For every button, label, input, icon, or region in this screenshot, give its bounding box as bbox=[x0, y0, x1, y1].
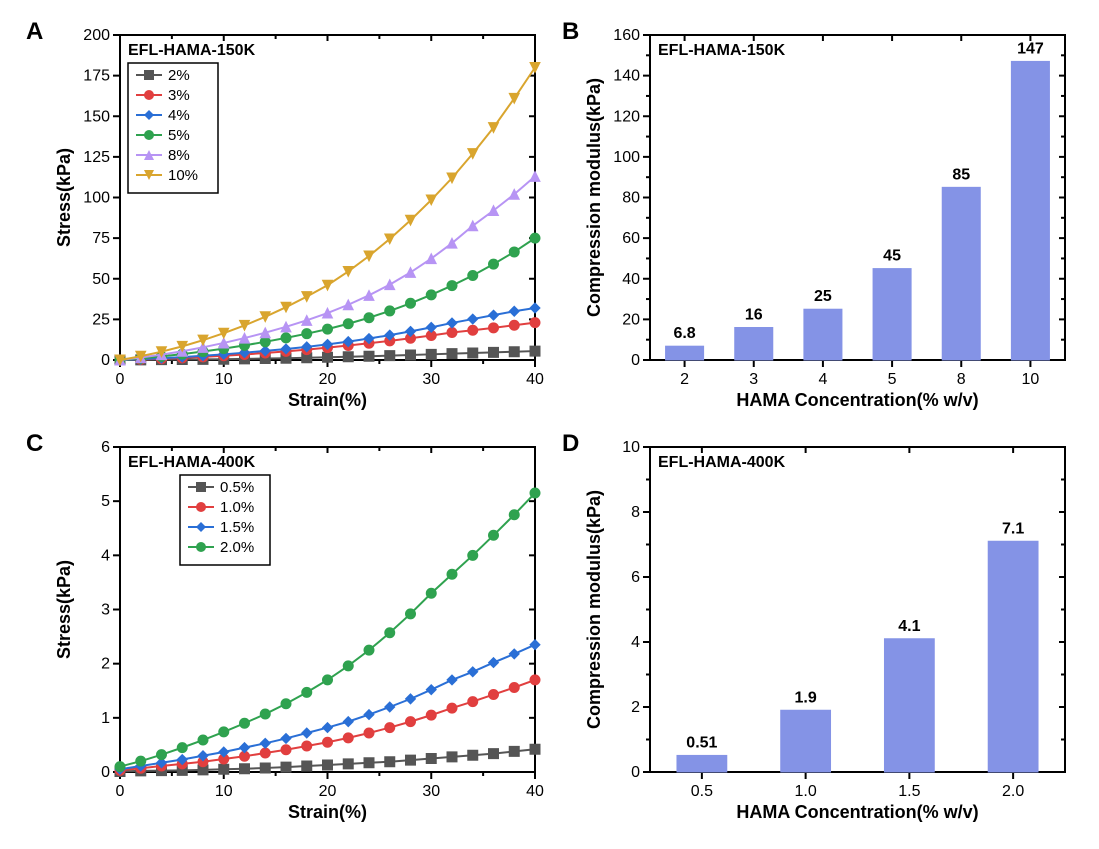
svg-text:3: 3 bbox=[749, 371, 758, 388]
svg-text:Stress(kPa): Stress(kPa) bbox=[54, 148, 74, 247]
svg-text:1: 1 bbox=[101, 710, 110, 727]
svg-text:0: 0 bbox=[631, 352, 640, 369]
svg-text:175: 175 bbox=[83, 68, 110, 85]
svg-text:2.0%: 2.0% bbox=[220, 539, 254, 556]
chart-B-svg: 02040608010012014016023458106.8162545851… bbox=[580, 20, 1080, 420]
svg-text:EFL-HAMA-150K: EFL-HAMA-150K bbox=[128, 42, 256, 59]
svg-text:2%: 2% bbox=[168, 67, 190, 84]
svg-text:75: 75 bbox=[92, 230, 110, 247]
svg-text:10%: 10% bbox=[168, 167, 198, 184]
chart-A-svg: 0 10 20 30 40 0 25 50 75 100 125 150 175 200 Strain(%)… bbox=[50, 20, 550, 420]
svg-text:EFL-HAMA-150K: EFL-HAMA-150K bbox=[658, 42, 786, 59]
panel-B: 02040608010012014016023458106.8162545851… bbox=[580, 20, 1080, 420]
svg-text:60: 60 bbox=[622, 230, 640, 247]
chart-D-svg: 0 2 4 6 8 10 0.5 1.0 1.5 2.0 0.51 1.9 4.1 7.1 HAMA Con… bbox=[580, 432, 1080, 832]
svg-text:0.5%: 0.5% bbox=[220, 479, 254, 496]
svg-text:120: 120 bbox=[613, 108, 640, 125]
svg-text:0: 0 bbox=[116, 783, 125, 800]
svg-text:20: 20 bbox=[622, 311, 640, 328]
svg-text:8%: 8% bbox=[168, 147, 190, 164]
svg-text:40: 40 bbox=[622, 271, 640, 288]
svg-text:25: 25 bbox=[92, 311, 110, 328]
svg-text:Compression modulus(kPa): Compression modulus(kPa) bbox=[584, 78, 604, 317]
svg-text:Strain(%): Strain(%) bbox=[288, 802, 367, 822]
svg-text:0: 0 bbox=[101, 764, 110, 781]
svg-text:5: 5 bbox=[101, 493, 110, 510]
svg-text:Compression modulus(kPa): Compression modulus(kPa) bbox=[584, 490, 604, 729]
svg-text:80: 80 bbox=[622, 190, 640, 207]
svg-text:40: 40 bbox=[526, 783, 544, 800]
figure-root: A 0102030400255075100125150175200Strain(… bbox=[0, 0, 1099, 849]
svg-text:10: 10 bbox=[1022, 371, 1040, 388]
svg-text:20: 20 bbox=[319, 783, 337, 800]
svg-text:50: 50 bbox=[92, 271, 110, 288]
panel-A: 0 10 20 30 40 0 25 50 75 100 125 150 175 200 Strain(%)… bbox=[50, 20, 550, 420]
svg-text:6: 6 bbox=[631, 569, 640, 586]
svg-text:20: 20 bbox=[319, 371, 337, 388]
panel-label-D: D bbox=[562, 430, 579, 458]
chart-C-svg: 0 10 20 30 40 0 1 2 3 4 5 6 Strain(%) Stress(kPa) EFL-… bbox=[50, 432, 550, 832]
svg-text:160: 160 bbox=[613, 27, 640, 44]
svg-text:85: 85 bbox=[952, 166, 970, 183]
svg-text:0.5: 0.5 bbox=[691, 783, 713, 800]
svg-text:6.8: 6.8 bbox=[673, 325, 695, 342]
svg-text:7.1: 7.1 bbox=[1002, 520, 1024, 537]
svg-text:4: 4 bbox=[631, 634, 640, 651]
panel-label-C: C bbox=[26, 430, 43, 458]
svg-text:4.1: 4.1 bbox=[898, 618, 920, 635]
svg-text:HAMA Concentration(% w/v): HAMA Concentration(% w/v) bbox=[736, 390, 978, 410]
svg-text:4: 4 bbox=[101, 547, 110, 564]
svg-text:25: 25 bbox=[814, 288, 832, 305]
svg-text:2: 2 bbox=[631, 699, 640, 716]
svg-text:10: 10 bbox=[215, 783, 233, 800]
svg-text:140: 140 bbox=[613, 68, 640, 85]
panel-label-A: A bbox=[26, 18, 43, 46]
svg-text:150: 150 bbox=[83, 108, 110, 125]
svg-text:Strain(%): Strain(%) bbox=[288, 390, 367, 410]
svg-text:5%: 5% bbox=[168, 127, 190, 144]
svg-text:40: 40 bbox=[526, 371, 544, 388]
svg-text:2.0: 2.0 bbox=[1002, 783, 1024, 800]
svg-text:1.9: 1.9 bbox=[795, 689, 817, 706]
panel-label-B: B bbox=[562, 18, 579, 46]
svg-text:3: 3 bbox=[101, 602, 110, 619]
svg-text:HAMA Concentration(% w/v): HAMA Concentration(% w/v) bbox=[736, 802, 978, 822]
svg-text:2: 2 bbox=[680, 371, 689, 388]
svg-text:2: 2 bbox=[101, 656, 110, 673]
svg-text:30: 30 bbox=[422, 371, 440, 388]
svg-text:0: 0 bbox=[116, 371, 125, 388]
svg-text:1.0: 1.0 bbox=[795, 783, 817, 800]
svg-text:10: 10 bbox=[622, 439, 640, 456]
svg-text:100: 100 bbox=[83, 190, 110, 207]
svg-text:4%: 4% bbox=[168, 107, 190, 124]
svg-text:EFL-HAMA-400K: EFL-HAMA-400K bbox=[128, 454, 256, 471]
svg-text:100: 100 bbox=[613, 149, 640, 166]
svg-text:0.51: 0.51 bbox=[686, 734, 717, 751]
svg-text:EFL-HAMA-400K: EFL-HAMA-400K bbox=[658, 454, 786, 471]
svg-text:8: 8 bbox=[631, 504, 640, 521]
svg-text:10: 10 bbox=[215, 371, 233, 388]
svg-text:6: 6 bbox=[101, 439, 110, 456]
svg-text:147: 147 bbox=[1017, 40, 1044, 57]
svg-text:0: 0 bbox=[101, 352, 110, 369]
svg-text:3%: 3% bbox=[168, 87, 190, 104]
svg-text:1.5%: 1.5% bbox=[220, 519, 254, 536]
svg-text:Stress(kPa): Stress(kPa) bbox=[54, 560, 74, 659]
svg-text:4: 4 bbox=[818, 371, 827, 388]
svg-text:8: 8 bbox=[957, 371, 966, 388]
svg-text:45: 45 bbox=[883, 248, 901, 265]
svg-text:125: 125 bbox=[83, 149, 110, 166]
svg-text:1.0%: 1.0% bbox=[220, 499, 254, 516]
svg-text:16: 16 bbox=[745, 307, 763, 324]
svg-text:200: 200 bbox=[83, 27, 110, 44]
svg-text:30: 30 bbox=[422, 783, 440, 800]
panel-D: 0 2 4 6 8 10 0.5 1.0 1.5 2.0 0.51 1.9 4.1 7.1 HAMA Con… bbox=[580, 432, 1080, 832]
svg-text:5: 5 bbox=[888, 371, 897, 388]
svg-text:1.5: 1.5 bbox=[898, 783, 920, 800]
panel-C: 0 10 20 30 40 0 1 2 3 4 5 6 Strain(%) Stress(kPa) EFL-… bbox=[50, 432, 550, 832]
svg-text:0: 0 bbox=[631, 764, 640, 781]
